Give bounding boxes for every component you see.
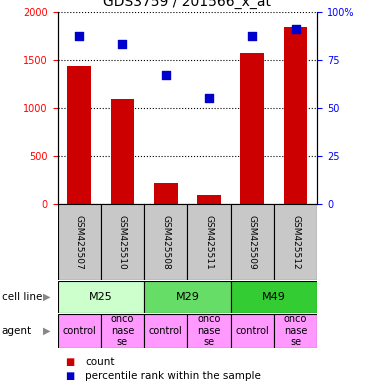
Bar (240, 53, 264, 204)
Text: agent: agent (2, 326, 32, 336)
Text: cell line: cell line (2, 292, 42, 302)
Bar (144, 281, 231, 313)
Point (119, 41, 125, 47)
Bar (284, 27, 308, 204)
Bar (144, 314, 187, 348)
Text: count: count (85, 357, 115, 367)
Bar (187, 204, 231, 280)
Text: GSM425507: GSM425507 (75, 215, 83, 269)
Text: M29: M29 (175, 292, 199, 302)
Bar (231, 204, 274, 280)
Bar (58, 204, 101, 280)
Point (249, 33, 255, 40)
Bar (144, 204, 187, 280)
Point (163, 72, 169, 78)
Text: M25: M25 (89, 292, 113, 302)
Bar (58, 281, 144, 313)
Point (76, 33, 82, 40)
Bar (231, 314, 274, 348)
Bar (154, 184, 178, 204)
Bar (187, 314, 231, 348)
Text: ■: ■ (65, 371, 74, 381)
Bar (58, 314, 101, 348)
Bar (197, 195, 221, 204)
Text: percentile rank within the sample: percentile rank within the sample (85, 371, 261, 381)
Text: GSM425512: GSM425512 (291, 215, 300, 269)
Text: ▶: ▶ (43, 292, 50, 302)
Text: ▶: ▶ (43, 326, 50, 336)
Text: M49: M49 (262, 292, 286, 302)
Point (206, 95, 212, 101)
Bar (231, 281, 317, 313)
Text: GSM425510: GSM425510 (118, 215, 127, 269)
Bar (67, 66, 91, 204)
Text: GSM425508: GSM425508 (161, 215, 170, 269)
Text: onco
nase
se: onco nase se (284, 314, 307, 347)
Bar (101, 204, 144, 280)
Text: GSM425509: GSM425509 (248, 215, 257, 269)
Text: control: control (149, 326, 183, 336)
Text: control: control (236, 326, 269, 336)
Text: onco
nase
se: onco nase se (197, 314, 221, 347)
Bar (111, 99, 134, 204)
Text: ■: ■ (65, 357, 74, 367)
Text: GSM425511: GSM425511 (204, 215, 213, 269)
Point (293, 26, 299, 32)
Text: control: control (62, 326, 96, 336)
Bar (274, 314, 317, 348)
Bar (274, 204, 317, 280)
Text: onco
nase
se: onco nase se (111, 314, 134, 347)
Bar (101, 314, 144, 348)
Title: GDS3759 / 201566_x_at: GDS3759 / 201566_x_at (104, 0, 271, 9)
